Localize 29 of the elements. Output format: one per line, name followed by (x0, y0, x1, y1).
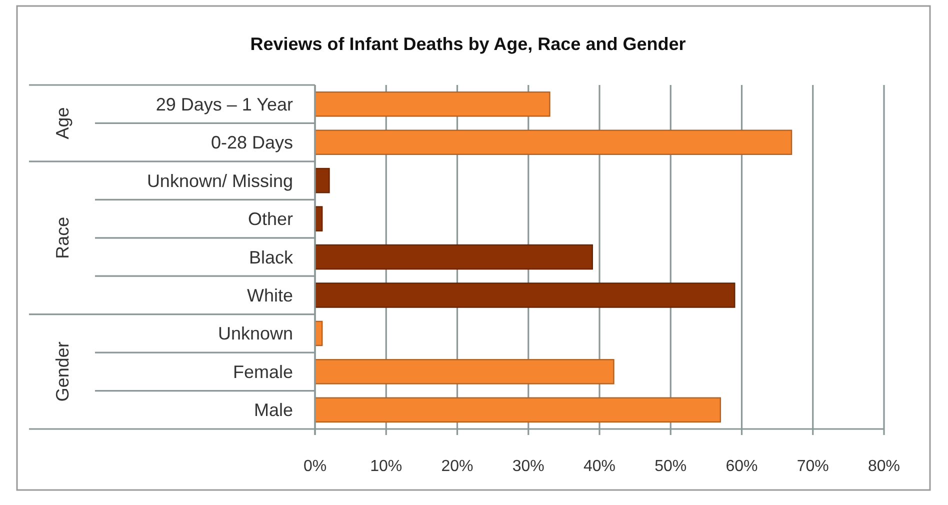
bar (314, 91, 550, 117)
y-tick-label: Black (248, 247, 294, 268)
bar (314, 359, 614, 384)
bar (314, 244, 593, 270)
y-tick-label: Female (232, 362, 293, 382)
x-tick-label: 60% (726, 458, 758, 475)
y-tick-label: Other (248, 209, 293, 230)
bar (314, 397, 722, 423)
y-tick-label: White (246, 286, 293, 306)
text: Age (52, 107, 72, 140)
x-tick-label: 80% (868, 458, 900, 475)
x-tick-label: 20% (441, 458, 474, 475)
text: Race (52, 216, 72, 259)
x-tick-label: 30% (512, 458, 544, 475)
x-tick-label: 70% (796, 458, 829, 475)
x-tick-label: 40% (583, 458, 616, 475)
y-tick-label: Male (254, 400, 293, 420)
x-tick-label: 10% (370, 458, 402, 475)
chart-title: Reviews of Infant Deaths by Age, Race and Gender (250, 34, 686, 54)
x-tick-label: 50% (654, 458, 687, 475)
bar (314, 282, 736, 308)
text: Gender (52, 342, 72, 402)
y-tick-label: Unknown (218, 324, 293, 344)
y-tick-label: 0-28 Days (210, 132, 293, 153)
bar (314, 168, 330, 194)
y-tick-label: Unknown/ Missing (146, 170, 293, 191)
x-tick-label: 0% (303, 458, 327, 475)
bar (314, 130, 792, 155)
y-tick-label: 29 Days – 1 Year (156, 94, 293, 114)
